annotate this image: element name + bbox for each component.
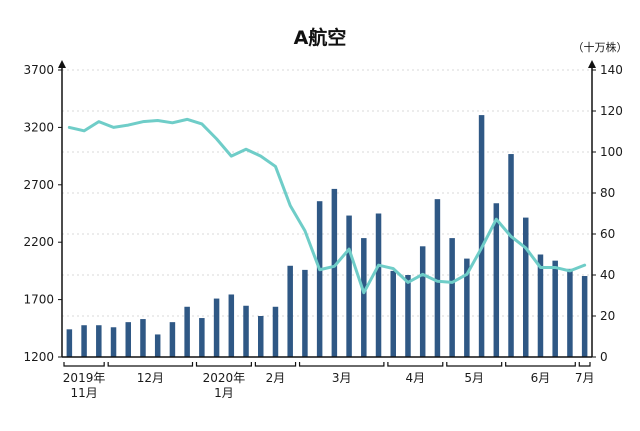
volume-bar (154, 334, 161, 357)
month-bracket (578, 362, 591, 367)
volume-bar (331, 188, 338, 357)
right-tick-label: 40 (600, 268, 615, 282)
chart-title: A航空 (294, 26, 347, 49)
volume-bar (169, 322, 176, 357)
month-bracket (254, 362, 297, 367)
month-bracket (107, 362, 194, 367)
volume-bar (537, 254, 544, 357)
volume-bar (523, 217, 529, 357)
month-bracket (63, 362, 105, 367)
volume-bar (213, 298, 220, 357)
volume-bar (419, 246, 426, 357)
right-tick-label: 60 (600, 227, 615, 241)
volume-bar (464, 258, 470, 357)
left-axis-ticks: 1200 1700 2200 2700 3200 3700 (23, 63, 62, 364)
volume-bar (302, 269, 308, 358)
right-tick-label: 140 (600, 63, 623, 77)
volume-bar (375, 213, 382, 357)
right-tick-label: 80 (600, 186, 615, 200)
volume-bar (81, 325, 87, 357)
month-label: 5月 (464, 371, 484, 385)
left-tick-label: 3200 (23, 120, 54, 134)
right-tick-label: 100 (600, 145, 623, 159)
left-tick-label: 2200 (23, 235, 54, 249)
right-axis-unit: （十万株） (573, 40, 628, 54)
month-bracket (298, 362, 385, 367)
volume-bar (449, 238, 455, 357)
volume-bar (243, 305, 249, 357)
bar-series (66, 115, 588, 358)
month-label: 2月 (266, 371, 286, 385)
left-tick-label: 2700 (23, 178, 54, 192)
month-label: 2020年 (203, 371, 246, 385)
left-tick-label: 3700 (23, 63, 54, 77)
volume-bar (287, 265, 293, 357)
volume-bar (508, 154, 514, 357)
left-axis-arrow (58, 60, 66, 68)
volume-bar (66, 329, 73, 357)
volume-bar (184, 306, 190, 357)
volume-bar (552, 260, 558, 357)
volume-bar (110, 327, 117, 357)
month-label: 2019年 (63, 371, 106, 385)
volume-bar (478, 115, 485, 357)
volume-bar (96, 325, 102, 357)
month-bracket (446, 362, 503, 367)
volume-bar (434, 199, 441, 357)
gridlines (62, 69, 592, 317)
month-label: 3月 (332, 371, 352, 385)
line-series (67, 117, 587, 295)
volume-bar (228, 294, 235, 357)
month-label: 6月 (531, 371, 551, 385)
right-axis-ticks: 0 20 40 60 80 100 120 140 (592, 63, 623, 364)
right-axis-arrow (588, 60, 596, 68)
month-label-line2: 1月 (214, 386, 234, 400)
volume-bar (199, 318, 205, 357)
volume-bar (125, 322, 131, 357)
right-tick-label: 120 (600, 104, 623, 118)
volume-bar (405, 275, 411, 357)
month-label-line2: 11月 (70, 386, 97, 400)
month-label: 7月 (575, 371, 595, 385)
right-tick-label: 0 (600, 350, 608, 364)
volume-bar (493, 203, 500, 357)
axes (58, 60, 596, 358)
month-bracket (387, 362, 444, 367)
volume-bar (140, 319, 146, 357)
left-tick-label: 1700 (23, 293, 54, 307)
month-label: 12月 (137, 371, 164, 385)
volume-bar (316, 201, 323, 357)
volume-bar (346, 215, 352, 357)
volume-bar (272, 306, 279, 357)
volume-bar (390, 270, 396, 357)
left-tick-label: 1200 (23, 350, 54, 364)
month-bracket (505, 362, 576, 367)
volume-bar (567, 268, 573, 357)
month-label: 4月 (406, 371, 426, 385)
right-tick-label: 20 (600, 309, 615, 323)
price-line (67, 117, 587, 295)
month-bracket (195, 362, 252, 367)
volume-bar (361, 238, 367, 357)
volume-bar (581, 276, 588, 357)
volume-bar (258, 316, 264, 357)
